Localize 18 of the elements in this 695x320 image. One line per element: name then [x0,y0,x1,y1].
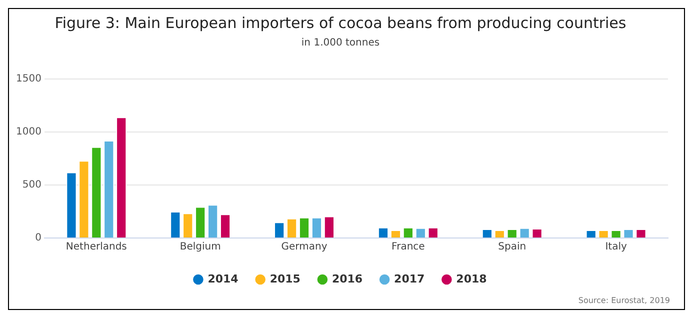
legend-label: 2014 [208,272,239,286]
legend-label: 2016 [332,272,363,286]
chart-title: Figure 3: Main European importers of cocoa beans from producing countries [54,14,626,32]
chart-subtitle: in 1.000 tonnes [301,38,380,49]
y-tick-label: 1500 [16,74,42,85]
y-tick-label: 1000 [16,126,42,138]
x-tick-label: France [392,242,425,253]
x-tick-label: Netherlands [66,242,127,253]
source-note: Source: Eurostat, 2019 [578,296,670,305]
legend-label: 2018 [456,272,487,286]
x-tick-label: Germany [281,242,328,253]
legend-label: 2017 [394,272,425,286]
legend-label: 2015 [270,272,300,286]
y-tick-label: 0 [35,232,42,244]
y-tick-label: 500 [22,180,42,191]
x-tick-label: Italy [605,242,627,253]
x-tick-label: Spain [498,242,526,253]
x-tick-label: Belgium [180,242,221,253]
